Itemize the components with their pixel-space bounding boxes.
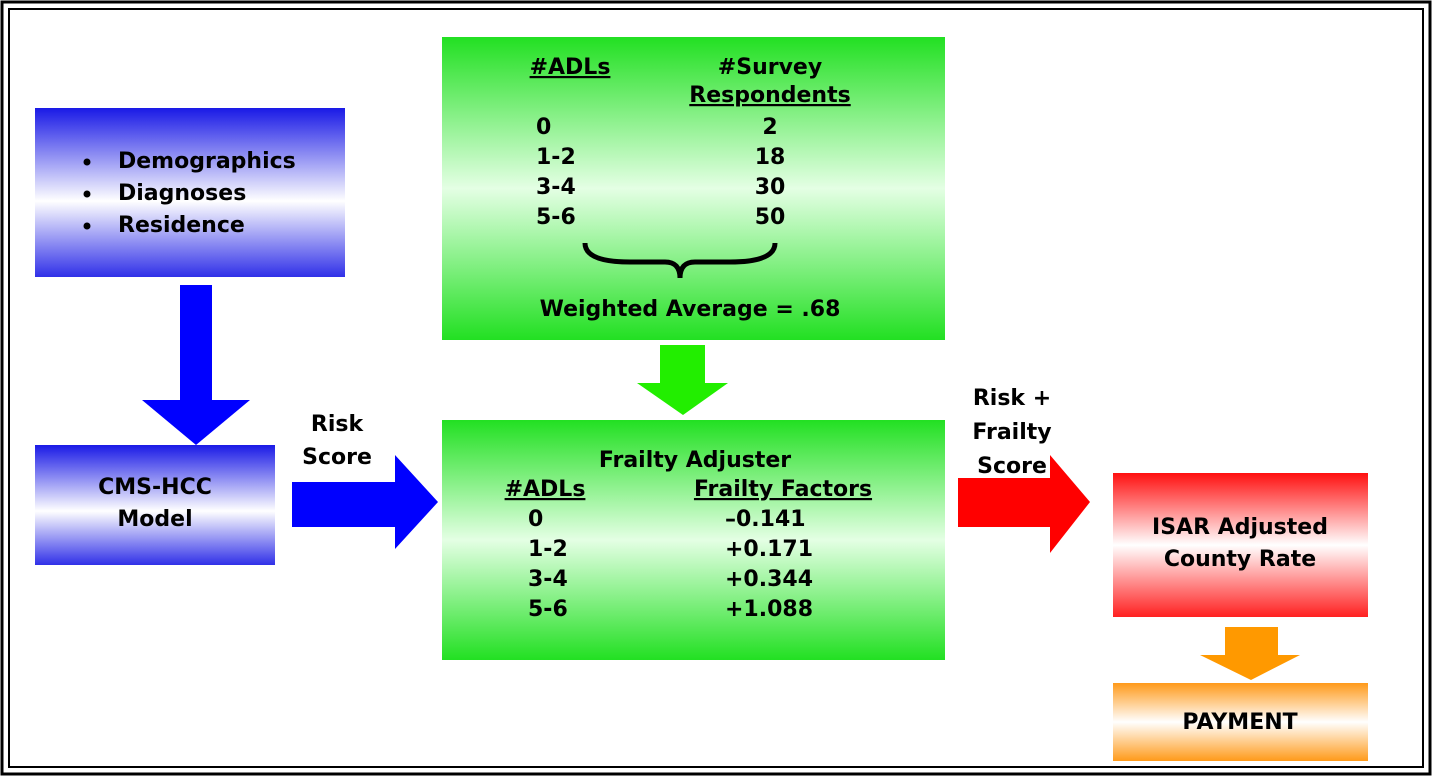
inputs-list: Demographics Diagnoses Residence <box>83 149 296 238</box>
frailty-factor: +1.088 <box>725 597 813 622</box>
survey-adls: 1-2 <box>536 145 576 170</box>
survey-header: #Survey <box>718 55 822 80</box>
survey-count: 18 <box>755 145 786 170</box>
down-arrow <box>1200 627 1300 680</box>
frailty-header: #ADLs <box>505 477 586 502</box>
combined-label: Risk + <box>973 386 1051 411</box>
combined-label: Frailty <box>972 420 1051 445</box>
bullet <box>83 222 91 230</box>
down-arrow <box>637 345 728 415</box>
survey-adls: 3-4 <box>536 175 576 200</box>
survey-summary: Weighted Average = .68 <box>540 297 841 322</box>
survey-adls: 0 <box>536 115 551 140</box>
down-arrow <box>142 285 250 445</box>
frailty-factor: +0.171 <box>725 537 813 562</box>
model-label: Model <box>117 507 192 532</box>
model-label: CMS-HCC <box>98 475 212 500</box>
input-item: Residence <box>118 213 245 238</box>
risk-label: Risk <box>311 412 365 437</box>
survey-rows: 0 2 1-2 18 3-4 30 5-6 50 <box>536 115 785 230</box>
combined-label: Score <box>977 454 1047 479</box>
inner-frame <box>8 8 1424 768</box>
frailty-rows: 0 –0.141 1-2 +0.171 3-4 +0.344 5-6 +1.088 <box>528 507 813 622</box>
survey-header: #ADLs <box>530 55 611 80</box>
rate-label: County Rate <box>1164 547 1316 572</box>
right-arrow <box>958 455 1090 553</box>
brace <box>582 242 778 279</box>
payment-box <box>1113 683 1368 761</box>
bullet <box>83 190 91 198</box>
input-item: Demographics <box>118 149 296 174</box>
frailty-adls: 5-6 <box>528 597 568 622</box>
risk-label: Score <box>302 445 372 470</box>
frailty-title: Frailty Adjuster <box>599 448 791 473</box>
survey-adls: 5-6 <box>536 205 576 230</box>
frailty-factor: –0.141 <box>725 507 806 532</box>
rate-box <box>1113 473 1368 617</box>
rate-label: ISAR Adjusted <box>1152 515 1328 540</box>
payment-label: PAYMENT <box>1182 710 1297 735</box>
survey-box <box>442 37 945 340</box>
right-arrow <box>292 455 438 549</box>
frailty-box <box>442 420 945 660</box>
frailty-header: Frailty Factors <box>694 477 872 502</box>
survey-count: 30 <box>755 175 786 200</box>
frailty-factor: +0.344 <box>725 567 813 592</box>
input-item: Diagnoses <box>118 181 246 206</box>
model-box <box>35 445 275 565</box>
frailty-adls: 0 <box>528 507 543 532</box>
bullet <box>83 158 91 166</box>
survey-count: 2 <box>762 115 777 140</box>
frailty-adls: 1-2 <box>528 537 568 562</box>
survey-count: 50 <box>755 205 786 230</box>
survey-header: Respondents <box>689 83 850 108</box>
frailty-adls: 3-4 <box>528 567 568 592</box>
